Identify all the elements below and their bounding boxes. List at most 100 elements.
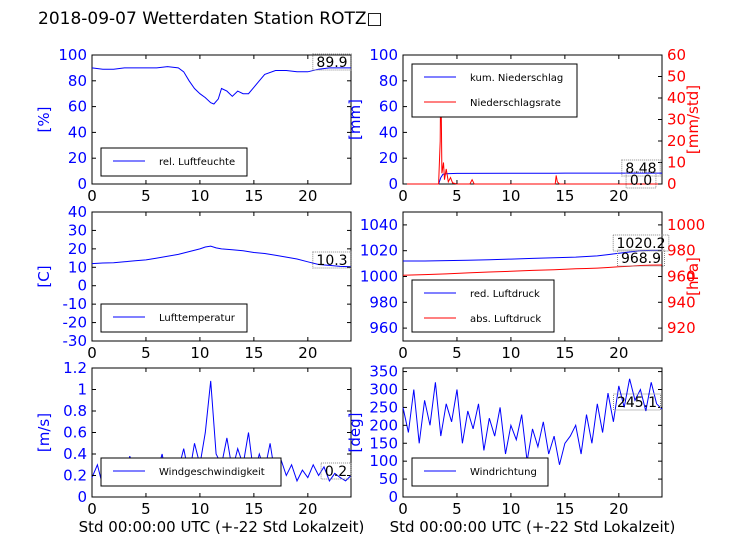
x-tick-label: 10: [190, 344, 209, 362]
y2-tick-label: 960: [667, 268, 696, 286]
y2-axis-label: [hPa]: [684, 257, 702, 296]
y-tick-label: 100: [369, 46, 398, 64]
x-tick-label: 15: [244, 187, 263, 205]
x-tick-label: 15: [555, 187, 574, 205]
y-tick-label: 60: [379, 98, 398, 116]
value-label-box: [312, 251, 352, 269]
y-tick-label: 0.6: [63, 424, 87, 442]
y-tick-label: 1: [77, 381, 87, 399]
x-tick-label: 10: [190, 187, 209, 205]
legend-box: [411, 63, 578, 118]
legend-humidity: rel. Luftfeuchte: [100, 147, 248, 177]
y-tick-label: 60: [68, 98, 87, 116]
legend-precipitation: kum. Niederschlag Niederschlagsrate: [411, 63, 578, 118]
y-tick-label: 1000: [360, 268, 398, 286]
x-tick-label: 5: [452, 344, 462, 362]
panel-pressure: 0 5 10 15 2096098010001020104092094096098010…: [360, 211, 705, 362]
y2-tick-label: 20: [667, 132, 686, 150]
value-label-box: [320, 462, 352, 480]
y-tick-label: 10: [68, 258, 87, 276]
value-label: 245.1: [617, 395, 657, 411]
x-axis-label: Std 00:00:00 UTC (+-22 Std Lokalzeit): [390, 518, 676, 536]
y-tick-label: 80: [68, 72, 87, 90]
y-tick-label: -20: [63, 314, 88, 332]
legend-wind-speed: Windgeschwindigkeit: [100, 457, 282, 487]
value-label-box: [613, 393, 661, 411]
y2-axis-label: [mm/std]: [684, 85, 702, 154]
x-tick-label: 10: [501, 187, 520, 205]
value-label: 0.0: [630, 173, 652, 189]
x-tick-label: 10: [501, 344, 520, 362]
panel-precipitation: 0 5 10 15 20 0 20 40 60 80 100 0 10 20 30 40 50 60 [mm/std…: [346, 46, 702, 205]
y-tick-label: 200: [369, 416, 398, 434]
legend-label: Windgeschwindigkeit: [159, 467, 265, 478]
y2-tick-label: 40: [667, 89, 686, 107]
x-tick-label: 5: [141, 500, 151, 518]
x-tick-label: 20: [298, 187, 317, 205]
x-tick-label: 0: [398, 344, 408, 362]
legend-box: [100, 147, 248, 177]
legend-box: [411, 457, 549, 487]
y-tick-label: 960: [369, 319, 398, 337]
value-label: 89.9: [316, 55, 347, 71]
x-tick-label: 20: [609, 344, 628, 362]
value-label: 10.3: [316, 253, 347, 269]
y2-tick-label: 50: [667, 68, 686, 86]
y-tick-label: 300: [369, 381, 398, 399]
x-tick-label: 20: [609, 500, 628, 518]
series-line-wind-direction-0: [402, 378, 663, 465]
y-tick-label: -30: [63, 332, 88, 350]
value-label-box: [617, 249, 665, 267]
y-tick-label: 350: [369, 363, 398, 381]
x-tick-label: 5: [452, 187, 462, 205]
x-tick-label: 0: [398, 187, 408, 205]
y-tick-label: 40: [379, 123, 398, 141]
y2-tick-label: 980: [667, 242, 696, 260]
y-tick-label: 0.4: [63, 445, 87, 463]
y-tick-label: 40: [68, 123, 87, 141]
y2-tick-label: 30: [667, 111, 686, 129]
x-tick-label: 10: [190, 500, 209, 518]
y-tick-label: 30: [68, 221, 87, 239]
value-label: 1020.2: [617, 236, 666, 252]
x-tick-label: 5: [452, 500, 462, 518]
y-tick-label: 150: [369, 434, 398, 452]
legend-pressure: red. Luftdruck abs. Luftdruck: [411, 279, 555, 333]
legend-label: abs. Luftdruck: [470, 314, 541, 325]
legend-box: [100, 457, 282, 487]
series-line-humidity-0: [91, 66, 351, 105]
x-axis-label: Std 00:00:00 UTC (+-22 Std Lokalzeit): [79, 518, 365, 536]
y-tick-label: 100: [369, 452, 398, 470]
legend-label: rel. Luftfeuchte: [159, 157, 235, 168]
value-label-box: [312, 53, 352, 71]
legend-label: Niederschlagsrate: [470, 98, 561, 109]
y-tick-label: 250: [369, 398, 398, 416]
y2-tick-label: 60: [667, 46, 686, 64]
x-tick-label: 20: [298, 500, 317, 518]
series-line-temperature-0: [91, 245, 352, 268]
legend-label: kum. Niederschlag: [470, 73, 563, 84]
y-axis-label: [mm]: [346, 99, 364, 140]
series-line-precipitation-0: [403, 172, 662, 185]
x-tick-label: 0: [87, 344, 97, 362]
x-tick-label: 0: [87, 187, 97, 205]
y-tick-label: 1.2: [63, 359, 87, 377]
x-tick-label: 0: [398, 500, 408, 518]
y-axis-label: [deg]: [346, 413, 364, 453]
legend-label: Windrichtung: [470, 467, 537, 478]
y-tick-label: 40: [68, 203, 87, 221]
x-tick-label: 20: [298, 344, 317, 362]
y-tick-label: 20: [68, 240, 87, 258]
y-tick-label: 100: [58, 46, 87, 64]
x-tick-label: 15: [244, 344, 263, 362]
value-label: 8.48: [625, 161, 656, 177]
value-label-box: [621, 159, 661, 177]
x-tick-label: 5: [141, 344, 151, 362]
y-tick-label: 20: [68, 149, 87, 167]
x-tick-label: 20: [609, 187, 628, 205]
y-tick-label: -10: [63, 295, 88, 313]
value-label: 0.2: [325, 464, 347, 480]
y2-tick-label: 0: [667, 175, 677, 193]
